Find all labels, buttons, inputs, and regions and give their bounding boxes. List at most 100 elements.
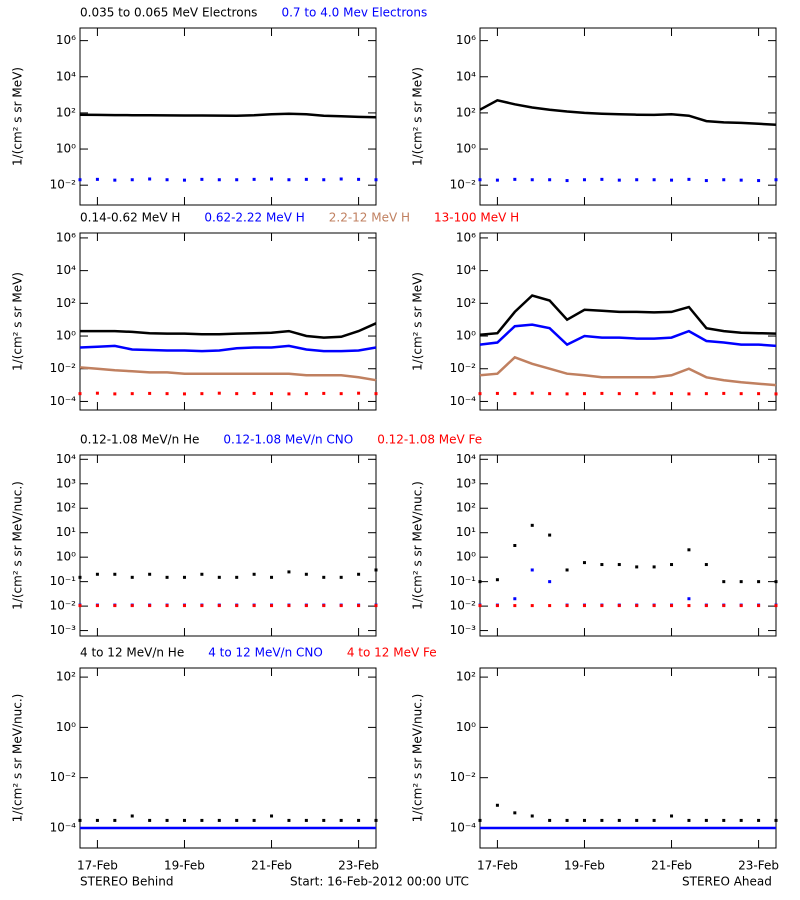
data-point [530, 391, 534, 395]
data-point [704, 818, 708, 822]
y-tick-label: 10⁶ [456, 33, 476, 47]
data-point [217, 178, 221, 182]
data-point [652, 604, 656, 608]
data-point [78, 604, 82, 608]
data-point [182, 178, 186, 182]
data-point [513, 597, 517, 601]
data-point [304, 392, 308, 396]
y-tick-label: 10³ [456, 476, 476, 490]
data-point [530, 604, 534, 608]
y-tick-label: 10² [56, 105, 76, 119]
legend-label: 13-100 MeV H [434, 211, 519, 225]
x-tick-label: 17-Feb [77, 859, 118, 873]
data-point [687, 604, 691, 608]
data-point [148, 391, 152, 395]
data-point [339, 177, 343, 181]
data-point [165, 178, 169, 182]
data-point [617, 392, 621, 396]
y-tick-label: 10⁻² [50, 599, 77, 613]
data-point [739, 392, 743, 396]
data-point [130, 178, 134, 182]
data-point [78, 392, 82, 396]
y-tick-label: 10¹ [456, 525, 476, 539]
data-point [774, 580, 778, 584]
data-point [339, 575, 343, 579]
data-point [774, 818, 778, 822]
data-point [374, 392, 378, 396]
legend-label: 0.12-1.08 MeV/n He [80, 433, 199, 447]
data-point [635, 392, 639, 396]
data-point [217, 818, 221, 822]
data-point [687, 818, 691, 822]
series-line [479, 98, 777, 127]
y-tick-label: 10⁻² [50, 178, 77, 192]
data-point [478, 604, 482, 608]
data-point [565, 179, 569, 183]
data-point [130, 575, 134, 579]
data-point [739, 604, 743, 608]
data-point [704, 392, 708, 396]
data-point [495, 578, 499, 582]
footer-left: STEREO Behind [80, 875, 174, 889]
plot-frame [479, 667, 777, 849]
y-axis-label: 1/(cm² s sr MeV/nuc.) [411, 694, 425, 823]
y-tick-label: 10⁻⁴ [50, 820, 77, 834]
footer-center: Start: 16-Feb-2012 00:00 UTC [290, 875, 469, 889]
data-point [635, 178, 639, 182]
data-point [652, 818, 656, 822]
x-tick-label: 19-Feb [164, 859, 205, 873]
y-tick-label: 10⁻¹ [50, 574, 77, 588]
data-point [357, 391, 361, 395]
y-tick-label: 10² [56, 670, 76, 684]
legend-label: 0.62-2.22 MeV H [204, 211, 304, 225]
x-tick-label: 23-Feb [738, 859, 779, 873]
data-point [670, 604, 674, 608]
data-point [774, 392, 778, 396]
data-point [635, 604, 639, 608]
data-point [200, 818, 204, 822]
data-point [548, 604, 552, 608]
data-point [478, 818, 482, 822]
data-point [757, 818, 761, 822]
data-point [357, 818, 361, 822]
data-point [95, 177, 99, 181]
data-point [270, 575, 274, 579]
data-point [200, 177, 204, 181]
data-point [548, 178, 552, 182]
data-point [548, 392, 552, 396]
data-point [617, 604, 621, 608]
data-point [670, 178, 674, 182]
data-point [182, 392, 186, 396]
y-axis-label: 1/(cm² s sr MeV/nuc.) [11, 481, 25, 610]
data-point [478, 580, 482, 584]
series-line [80, 322, 377, 339]
y-tick-label: 10⁰ [56, 142, 76, 156]
y-axis-label: 1/(cm² s sr MeV/nuc.) [411, 481, 425, 610]
data-point [322, 391, 326, 395]
data-point [670, 392, 674, 396]
data-point [287, 604, 291, 608]
y-tick-label: 10⁰ [56, 550, 76, 564]
data-point [513, 604, 517, 608]
data-point [252, 391, 256, 395]
data-point [148, 604, 152, 608]
data-point [148, 572, 152, 576]
data-point [78, 178, 82, 182]
data-point [287, 392, 291, 396]
y-tick-label: 10⁴ [456, 452, 476, 466]
plot-frame [479, 27, 777, 206]
y-tick-label: 10⁻² [50, 361, 77, 375]
data-point [235, 604, 239, 608]
data-point [617, 178, 621, 182]
data-point [182, 604, 186, 608]
data-point [513, 177, 517, 181]
y-tick-label: 10⁰ [456, 142, 476, 156]
data-point [530, 178, 534, 182]
data-point [548, 818, 552, 822]
data-point [235, 818, 239, 822]
data-point [252, 604, 256, 608]
data-point [600, 391, 604, 395]
data-point [182, 818, 186, 822]
data-point [530, 523, 534, 527]
